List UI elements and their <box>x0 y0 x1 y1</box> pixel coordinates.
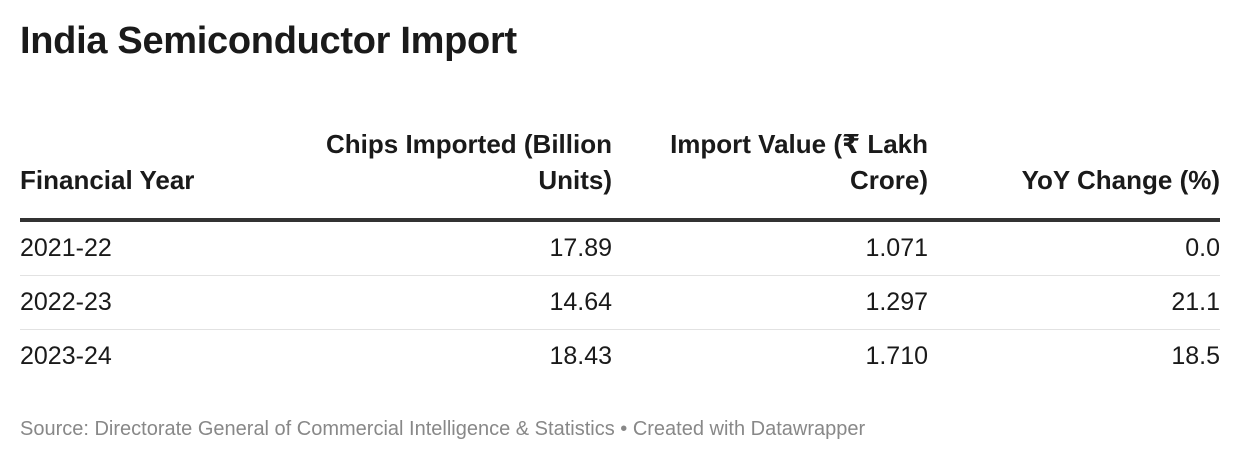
data-table: Financial Year Chips Imported (Billion U… <box>20 126 1220 383</box>
table-header: Financial Year Chips Imported (Billion U… <box>20 126 1220 222</box>
cell-yoy-change: 21.1 <box>928 275 1220 330</box>
table-row: 2021-22 17.89 1.071 0.0 <box>20 220 1220 276</box>
cell-financial-year: 2023-24 <box>20 342 112 370</box>
cell-financial-year: 2021-22 <box>20 220 320 276</box>
footer-separator: • <box>620 418 628 440</box>
cell-chips-imported: 18.43 <box>549 342 612 370</box>
cell-import-value: 1.710 <box>865 342 928 370</box>
cell-yoy-change: 0.0 <box>928 220 1220 276</box>
column-header-import-value: Import Value (₹ Lakh Crore) <box>612 126 928 222</box>
column-header-financial-year: Financial Year <box>20 126 320 222</box>
table-body: 2021-22 17.89 1.071 0.0 2022-23 14.64 1.… <box>20 220 1220 383</box>
column-header-yoy-change: YoY Change (%) <box>928 126 1220 222</box>
cell-financial-year: 2022-23 <box>20 275 320 330</box>
cell-yoy-change: 18.5 <box>1171 342 1220 370</box>
source-note: Source: Directorate General of Commercia… <box>20 418 615 440</box>
chart-title: India Semiconductor Import <box>20 20 517 62</box>
table-row: 2022-23 14.64 1.297 21.1 <box>20 275 1220 330</box>
cell-import-value: 1.071 <box>612 220 928 276</box>
cell-chips-imported: 17.89 <box>320 220 612 276</box>
credit-link[interactable]: Created with Datawrapper <box>632 418 866 440</box>
cell-import-value: 1.297 <box>612 275 928 330</box>
column-header-chips-imported: Chips Imported (Billion Units) <box>320 126 612 222</box>
footer: Source: Directorate General of Commercia… <box>20 418 865 441</box>
cell-chips-imported: 14.64 <box>320 275 612 330</box>
table-row: 2023-24 18.43 1.710 18.5 <box>20 330 1220 384</box>
header-row: Financial Year Chips Imported (Billion U… <box>20 126 1220 222</box>
